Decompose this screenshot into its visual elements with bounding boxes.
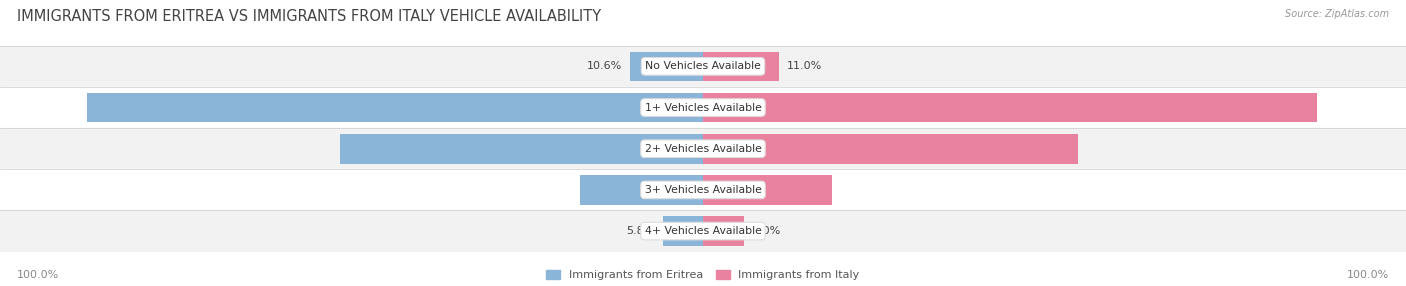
Bar [703, 51, 779, 81]
Text: 89.4%: 89.4% [693, 103, 731, 112]
Text: 100.0%: 100.0% [17, 270, 59, 280]
Text: No Vehicles Available: No Vehicles Available [645, 61, 761, 71]
Bar [703, 93, 1317, 122]
Bar [0, 87, 1406, 128]
Legend: Immigrants from Eritrea, Immigrants from Italy: Immigrants from Eritrea, Immigrants from… [547, 270, 859, 281]
Bar [0, 128, 1406, 169]
Bar [703, 175, 832, 205]
Text: 17.8%: 17.8% [693, 185, 731, 195]
Text: 5.8%: 5.8% [627, 226, 655, 236]
Bar [703, 134, 1078, 164]
Text: IMMIGRANTS FROM ERITREA VS IMMIGRANTS FROM ITALY VEHICLE AVAILABILITY: IMMIGRANTS FROM ERITREA VS IMMIGRANTS FR… [17, 9, 600, 23]
Text: 3+ Vehicles Available: 3+ Vehicles Available [644, 185, 762, 195]
Text: 18.7%: 18.7% [675, 185, 713, 195]
Text: 4+ Vehicles Available: 4+ Vehicles Available [644, 226, 762, 236]
Bar [581, 175, 703, 205]
Text: Source: ZipAtlas.com: Source: ZipAtlas.com [1285, 9, 1389, 19]
Bar [703, 216, 744, 246]
Text: 100.0%: 100.0% [1347, 270, 1389, 280]
Text: 54.4%: 54.4% [675, 144, 713, 154]
Bar [0, 46, 1406, 87]
Text: 6.0%: 6.0% [752, 226, 780, 236]
Text: 89.1%: 89.1% [675, 103, 713, 112]
Text: 52.6%: 52.6% [693, 144, 731, 154]
Bar [0, 169, 1406, 210]
Text: 2+ Vehicles Available: 2+ Vehicles Available [644, 144, 762, 154]
Text: 11.0%: 11.0% [787, 61, 823, 71]
Text: 1+ Vehicles Available: 1+ Vehicles Available [644, 103, 762, 112]
Bar [87, 93, 703, 122]
Text: 10.6%: 10.6% [586, 61, 621, 71]
Bar [0, 210, 1406, 252]
Bar [664, 216, 703, 246]
Bar [630, 51, 703, 81]
Bar [340, 134, 703, 164]
